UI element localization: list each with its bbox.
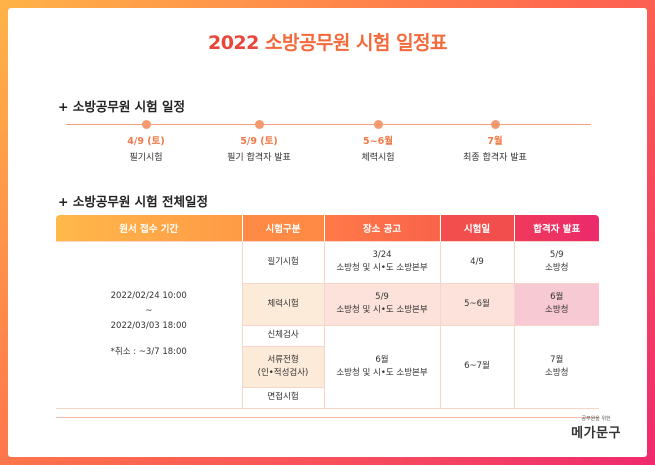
notice-org: 소방청 및 시•도 소방본부 [336, 305, 428, 315]
exam-date-cell: 6~7월 [439, 324, 515, 409]
title-year: 2022 [207, 32, 259, 54]
venue-notice-cell: 5/9 소방청 및 시•도 소방본부 [323, 282, 441, 326]
venue-notice-cell: 3/24 소방청 및 시•도 소방본부 [323, 240, 441, 284]
application-tilde: ~ [145, 305, 153, 316]
timeline-dot [254, 120, 264, 129]
result-org: 소방청 [545, 305, 569, 315]
table-row: 서류전형 (인•적성검사) [56, 345, 599, 388]
result-date: 5/9 [549, 250, 564, 261]
timeline-date: 5/9 (토) [240, 136, 278, 147]
section-heading-schedule: + 소방공무원 시험 일정 [58, 99, 186, 114]
exam-type-cell: 체력시험 [241, 282, 325, 326]
result-cell: 7월 소방청 [513, 324, 599, 409]
notice-date: 3/24 [372, 250, 392, 261]
timeline-dot [373, 120, 383, 129]
timeline-date: 4/9 (토) [127, 136, 165, 147]
exam-type-line: (인•적성검사) [257, 367, 309, 378]
exam-date-cell: 5~6월 [439, 282, 515, 326]
timeline-item-written: 4/9 (토) 필기시험 [86, 120, 206, 163]
timeline-dot [141, 120, 151, 129]
result-date: 7월 [550, 354, 564, 365]
logo-tagline: 공무원을 위한 [581, 416, 611, 422]
application-cancel-note: *취소 : ~3/7 18:00 [110, 347, 187, 358]
section-heading-full-schedule: + 소방공무원 시험 전체일정 [58, 194, 209, 209]
timeline-line [66, 124, 591, 125]
notice-date: 6월 [375, 354, 389, 365]
timeline-item-physical: 5~6월 체력시험 [318, 120, 438, 163]
result-org: 소방청 [545, 263, 569, 273]
logo-wordmark: 메가문구 [571, 426, 621, 441]
schedule-table: 원서 접수 기간 시험구분 장소 공고 시험일 합격자 발표 2022/02/2… [56, 215, 599, 409]
table-row: 2022/02/24 10:00 ~ 2022/03/03 18:00 *취소 … [56, 240, 599, 409]
timeline-item-written-result: 5/9 (토) 필기 합격자 발표 [199, 120, 319, 163]
header-application-period: 원서 접수 기간 [56, 215, 243, 241]
table-bottom-border [56, 417, 599, 418]
timeline-date: 5~6월 [363, 136, 393, 147]
application-period-cell: 2022/02/24 10:00 ~ 2022/03/03 18:00 *취소 … [56, 240, 243, 409]
timeline-date: 7월 [487, 136, 503, 147]
header-exam-type: 시험구분 [242, 215, 325, 241]
timeline-item-final: 7월 최종 합격자 발표 [435, 120, 555, 163]
result-date: 6월 [550, 292, 564, 303]
application-start: 2022/02/24 10:00 [110, 291, 187, 301]
timeline-label: 필기시험 [129, 153, 163, 163]
brand-logo: 공무원을 위한 메가문구 [571, 415, 621, 441]
table-row: 신체검사 6월 소방청 및 시•도 소방본부 6~7월 7월 소방청 [56, 324, 599, 409]
schedule-card: 2022 소방공무원 시험 일정표 + 소방공무원 시험 일정 4/9 (토) … [8, 8, 647, 457]
table-row: 체력시험 5/9 소방청 및 시•도 소방본부 5~6월 6월 소방청 [56, 282, 599, 326]
title-text: 소방공무원 시험 일정표 [264, 32, 448, 54]
application-end: 2022/03/03 18:00 [110, 320, 187, 331]
timeline-label: 필기 합격자 발표 [227, 153, 291, 163]
exam-type-cell: 신체검사 [241, 324, 325, 347]
exam-type-line: 서류전형 [267, 354, 299, 365]
table-row: 면접시험 [56, 386, 599, 409]
venue-notice-cell: 6월 소방청 및 시•도 소방본부 [323, 324, 441, 409]
timeline-label: 체력시험 [361, 153, 395, 163]
notice-date: 5/9 [375, 292, 389, 303]
notice-org: 소방청 및 시•도 소방본부 [336, 367, 428, 378]
exam-date-cell: 4/9 [439, 240, 515, 284]
timeline-label: 최종 합격자 발표 [463, 153, 527, 163]
result-org: 소방청 [545, 367, 569, 378]
exam-type-cell: 서류전형 (인•적성검사) [241, 345, 325, 388]
result-cell: 5/9 소방청 [513, 240, 599, 284]
result-cell: 6월 소방청 [513, 282, 599, 326]
header-exam-date: 시험일 [440, 215, 515, 241]
page-title: 2022 소방공무원 시험 일정표 [8, 28, 647, 55]
exam-type-cell: 필기시험 [241, 240, 325, 284]
header-venue-notice: 장소 공고 [324, 215, 441, 241]
header-result-announcement: 합격자 발표 [514, 215, 599, 241]
timeline-dot [490, 120, 500, 129]
notice-org: 소방청 및 시•도 소방본부 [336, 263, 428, 273]
exam-type-cell: 면접시험 [241, 386, 325, 409]
